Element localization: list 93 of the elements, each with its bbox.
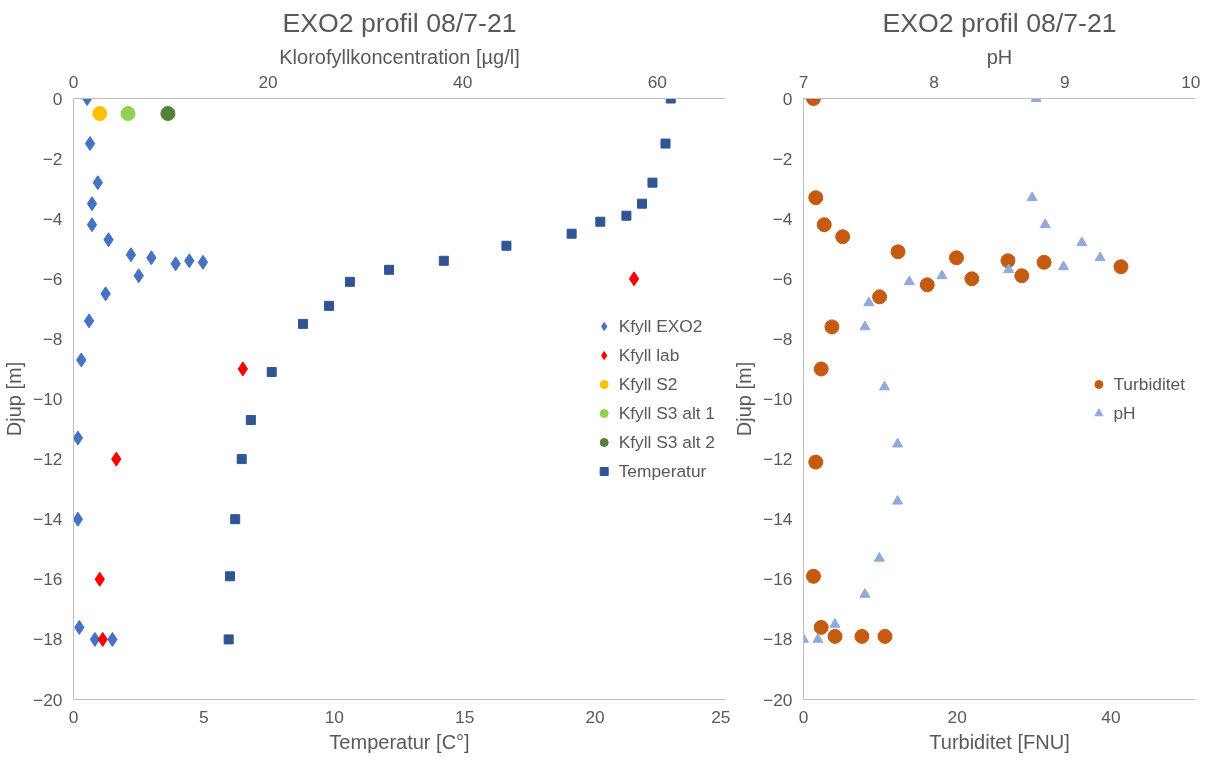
point (1000, 253, 1016, 269)
x2-tick-label: 8 (929, 71, 939, 92)
point (438, 255, 449, 266)
x-axis-title: Temperatur [C°] (329, 730, 470, 753)
point (566, 228, 577, 239)
y-tick-label: −16 (763, 569, 793, 590)
x-tick-label: 25 (711, 706, 731, 727)
legend-label: Kfyll S2 (618, 373, 678, 395)
x2-tick-label: 0 (68, 71, 79, 92)
y-tick-label: −10 (33, 389, 63, 409)
legend-label: Kfyll S3 alt 1 (618, 402, 715, 424)
point (919, 277, 935, 293)
point (266, 366, 277, 377)
point (621, 210, 632, 221)
y-tick-label: −12 (33, 449, 63, 470)
point (964, 271, 980, 287)
point (224, 571, 235, 582)
y-tick-label: −20 (763, 689, 793, 710)
point (827, 628, 843, 644)
x2-axis-title: Klorofyllkoncentration [µg/l] (279, 45, 520, 68)
point (236, 454, 247, 465)
y-tick-label: −6 (42, 268, 63, 289)
x-tick-label: 0 (798, 706, 809, 727)
point (637, 198, 648, 209)
point (245, 415, 256, 426)
point (1014, 268, 1030, 284)
x-tick-label: 5 (199, 706, 209, 727)
y-tick-label: −16 (33, 569, 63, 590)
x-tick-label: 20 (585, 706, 605, 727)
legend-label: Kfyll EXO2 (618, 315, 703, 337)
point (298, 318, 308, 329)
point (501, 240, 512, 251)
point (824, 319, 840, 335)
point (808, 190, 824, 206)
point (1036, 254, 1052, 270)
point (230, 514, 241, 525)
legend-label: pH (1113, 402, 1136, 424)
x2-tick-label: 7 (798, 71, 809, 92)
point (816, 217, 832, 233)
point (808, 454, 824, 470)
chart-title: EXO2 profil 08/7-21 (882, 7, 1117, 38)
y-tick-label: −12 (763, 449, 793, 470)
y-tick-label: −10 (763, 389, 793, 409)
x2-tick-label: 10 (1181, 71, 1201, 92)
y-tick-label: −18 (33, 629, 63, 650)
y-tick-label: −18 (763, 629, 793, 650)
point (595, 216, 606, 227)
legend-label: Temperatur (618, 460, 707, 482)
point (647, 177, 658, 188)
x2-tick-label: 9 (1060, 71, 1070, 92)
point (813, 619, 829, 635)
y-tick-label: −8 (772, 328, 793, 349)
y-tick-label: −6 (772, 268, 793, 289)
point (872, 289, 888, 305)
y-axis-title: Djup [m] (3, 361, 26, 437)
y-tick-label: −2 (42, 148, 63, 169)
point (384, 264, 395, 275)
y-tick-label: −4 (42, 208, 63, 229)
y-tick-label: −14 (33, 509, 63, 530)
point (813, 361, 829, 377)
y-tick-label: −14 (763, 509, 793, 530)
legend-label: Turbiditet (1113, 373, 1185, 395)
y-tick-label: −4 (772, 208, 793, 229)
x2-tick-label: 60 (647, 71, 668, 92)
legend-label: Kfyll lab (618, 344, 680, 366)
legend-label: Kfyll S3 alt 2 (618, 431, 715, 453)
y-tick-label: −2 (772, 148, 793, 169)
x2-axis-title: pH (986, 45, 1013, 68)
y-tick-label: −20 (33, 689, 63, 710)
x2-tick-label: 20 (258, 71, 278, 92)
point (324, 300, 335, 311)
x-tick-label: 15 (455, 706, 475, 727)
chart-title: EXO2 profil 08/7-21 (282, 7, 517, 38)
point (223, 634, 234, 645)
point (660, 138, 671, 149)
x-tick-label: 10 (324, 706, 344, 727)
x-axis-title: Turbiditet [FNU] (929, 730, 1070, 753)
point (344, 276, 355, 287)
x2-tick-label: 40 (453, 71, 473, 92)
y-axis-title: Djup [m] (733, 361, 756, 437)
x-tick-label: 40 (1101, 706, 1121, 727)
point (854, 628, 870, 644)
point (877, 628, 893, 644)
point (1113, 259, 1129, 275)
point (805, 568, 821, 584)
point (890, 244, 906, 260)
y-tick-label: 0 (52, 88, 63, 109)
x-tick-label: 0 (68, 706, 79, 727)
y-tick-label: 0 (782, 88, 793, 109)
y-tick-label: −8 (42, 328, 63, 349)
point (948, 250, 964, 266)
point (835, 229, 851, 245)
x-tick-label: 20 (947, 706, 967, 727)
